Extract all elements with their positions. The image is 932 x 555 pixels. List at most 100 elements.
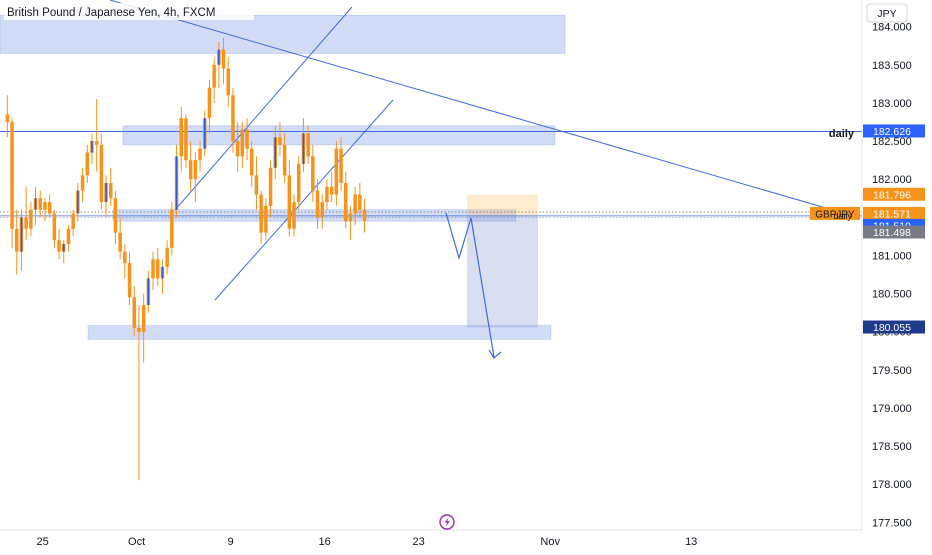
candle <box>38 190 42 218</box>
candle-body <box>24 217 28 229</box>
candle-body <box>132 297 136 328</box>
price-tick-label: 177.500 <box>872 517 912 529</box>
candle <box>99 133 104 210</box>
candle-body <box>329 186 334 195</box>
trend-lines-layer <box>0 0 862 301</box>
candle-body <box>43 202 47 210</box>
candle <box>19 209 24 271</box>
candle <box>24 186 28 241</box>
candle <box>160 259 165 294</box>
candle-body <box>226 68 230 96</box>
candle <box>226 57 230 107</box>
candle-body <box>170 209 174 248</box>
time-tick-label: 23 <box>412 536 424 548</box>
candle <box>301 118 306 172</box>
projection-path[interactable] <box>445 212 502 359</box>
candle <box>132 285 136 336</box>
candle-body <box>339 148 343 184</box>
candle <box>259 190 263 245</box>
channel-lower-line[interactable] <box>214 99 394 301</box>
candle <box>52 209 57 248</box>
price-tick-label: 179.000 <box>872 403 912 415</box>
candle-body <box>118 232 122 252</box>
candle <box>278 122 282 157</box>
candle <box>66 224 71 252</box>
candle-body <box>353 194 357 214</box>
descending-trend-line[interactable] <box>109 0 851 216</box>
candle <box>325 179 329 210</box>
candle <box>203 110 207 157</box>
price-label: 182.626 <box>863 124 925 138</box>
short-position-tool[interactable] <box>467 194 538 328</box>
candle-body <box>358 194 362 210</box>
candle <box>264 198 268 241</box>
candle-body <box>123 251 127 264</box>
time-tick-label: 16 <box>318 536 330 548</box>
price-tick-label: 181.000 <box>872 250 912 262</box>
candle <box>94 99 99 172</box>
price-tick-label: 178.500 <box>872 441 912 453</box>
currency-button[interactable]: JPY <box>866 3 908 23</box>
candle-body <box>5 114 10 123</box>
channel-upper-line[interactable] <box>174 6 353 211</box>
candle-body <box>315 190 320 218</box>
candles-layer <box>5 38 367 481</box>
candle <box>362 198 367 233</box>
candle-body <box>47 202 52 214</box>
candle-body <box>113 198 118 233</box>
candle <box>15 209 19 275</box>
candle <box>292 194 296 237</box>
candle <box>47 194 52 218</box>
price-label-bg <box>863 225 925 239</box>
price-axis-labels: 182.626181.796181.57101:04:26GBPJPY181.5… <box>810 124 925 334</box>
price-axis[interactable]: 177.500 178.000 178.500 179.000 179.500 180.0… <box>872 22 912 530</box>
candle <box>141 293 146 363</box>
candle-body <box>156 259 160 279</box>
lightning-event-icon[interactable] <box>439 514 455 530</box>
candle-body <box>250 148 254 176</box>
price-tick-label: 182.000 <box>872 174 912 186</box>
candle-body <box>71 213 75 229</box>
position-reward-zone[interactable] <box>467 215 538 328</box>
candle-body <box>137 327 141 332</box>
position-risk-zone[interactable] <box>467 194 538 216</box>
candle <box>76 183 80 222</box>
price-label-value: 180.055 <box>873 322 911 334</box>
currency-button-label[interactable]: JPY <box>877 8 896 20</box>
candle <box>90 133 94 164</box>
candle <box>146 270 151 313</box>
zone-rect <box>0 14 566 54</box>
time-tick-label: 25 <box>36 536 48 548</box>
candle <box>198 141 202 172</box>
candle <box>287 160 292 237</box>
time-axis[interactable]: 25 Oct 9 16 23 Nov 13 <box>36 536 697 548</box>
price-label-bg <box>863 320 925 334</box>
price-tick-label: 179.500 <box>872 365 912 377</box>
projection-polyline[interactable] <box>445 212 495 358</box>
candle <box>254 156 259 210</box>
candle <box>193 152 198 203</box>
chart-title: British Pound / Japanese Yen, 4h, FXCM <box>7 7 215 19</box>
candle-body <box>325 186 329 203</box>
candle-body <box>287 175 292 229</box>
price-label-value: 182.626 <box>873 126 911 138</box>
price-label: 181.796 <box>863 187 925 201</box>
candle <box>5 95 10 138</box>
candle <box>212 57 216 103</box>
candle <box>165 240 169 275</box>
candle <box>240 122 245 168</box>
candle <box>273 125 277 180</box>
candle <box>80 167 85 203</box>
candle <box>179 106 183 172</box>
candle <box>43 198 47 222</box>
candle-body <box>282 144 287 176</box>
candle-body <box>344 183 348 222</box>
candle-body <box>184 118 188 161</box>
candle-body <box>297 163 301 203</box>
candle <box>113 190 118 245</box>
time-tick-label: 9 <box>228 536 234 548</box>
candle <box>268 160 273 218</box>
candle <box>123 244 127 279</box>
